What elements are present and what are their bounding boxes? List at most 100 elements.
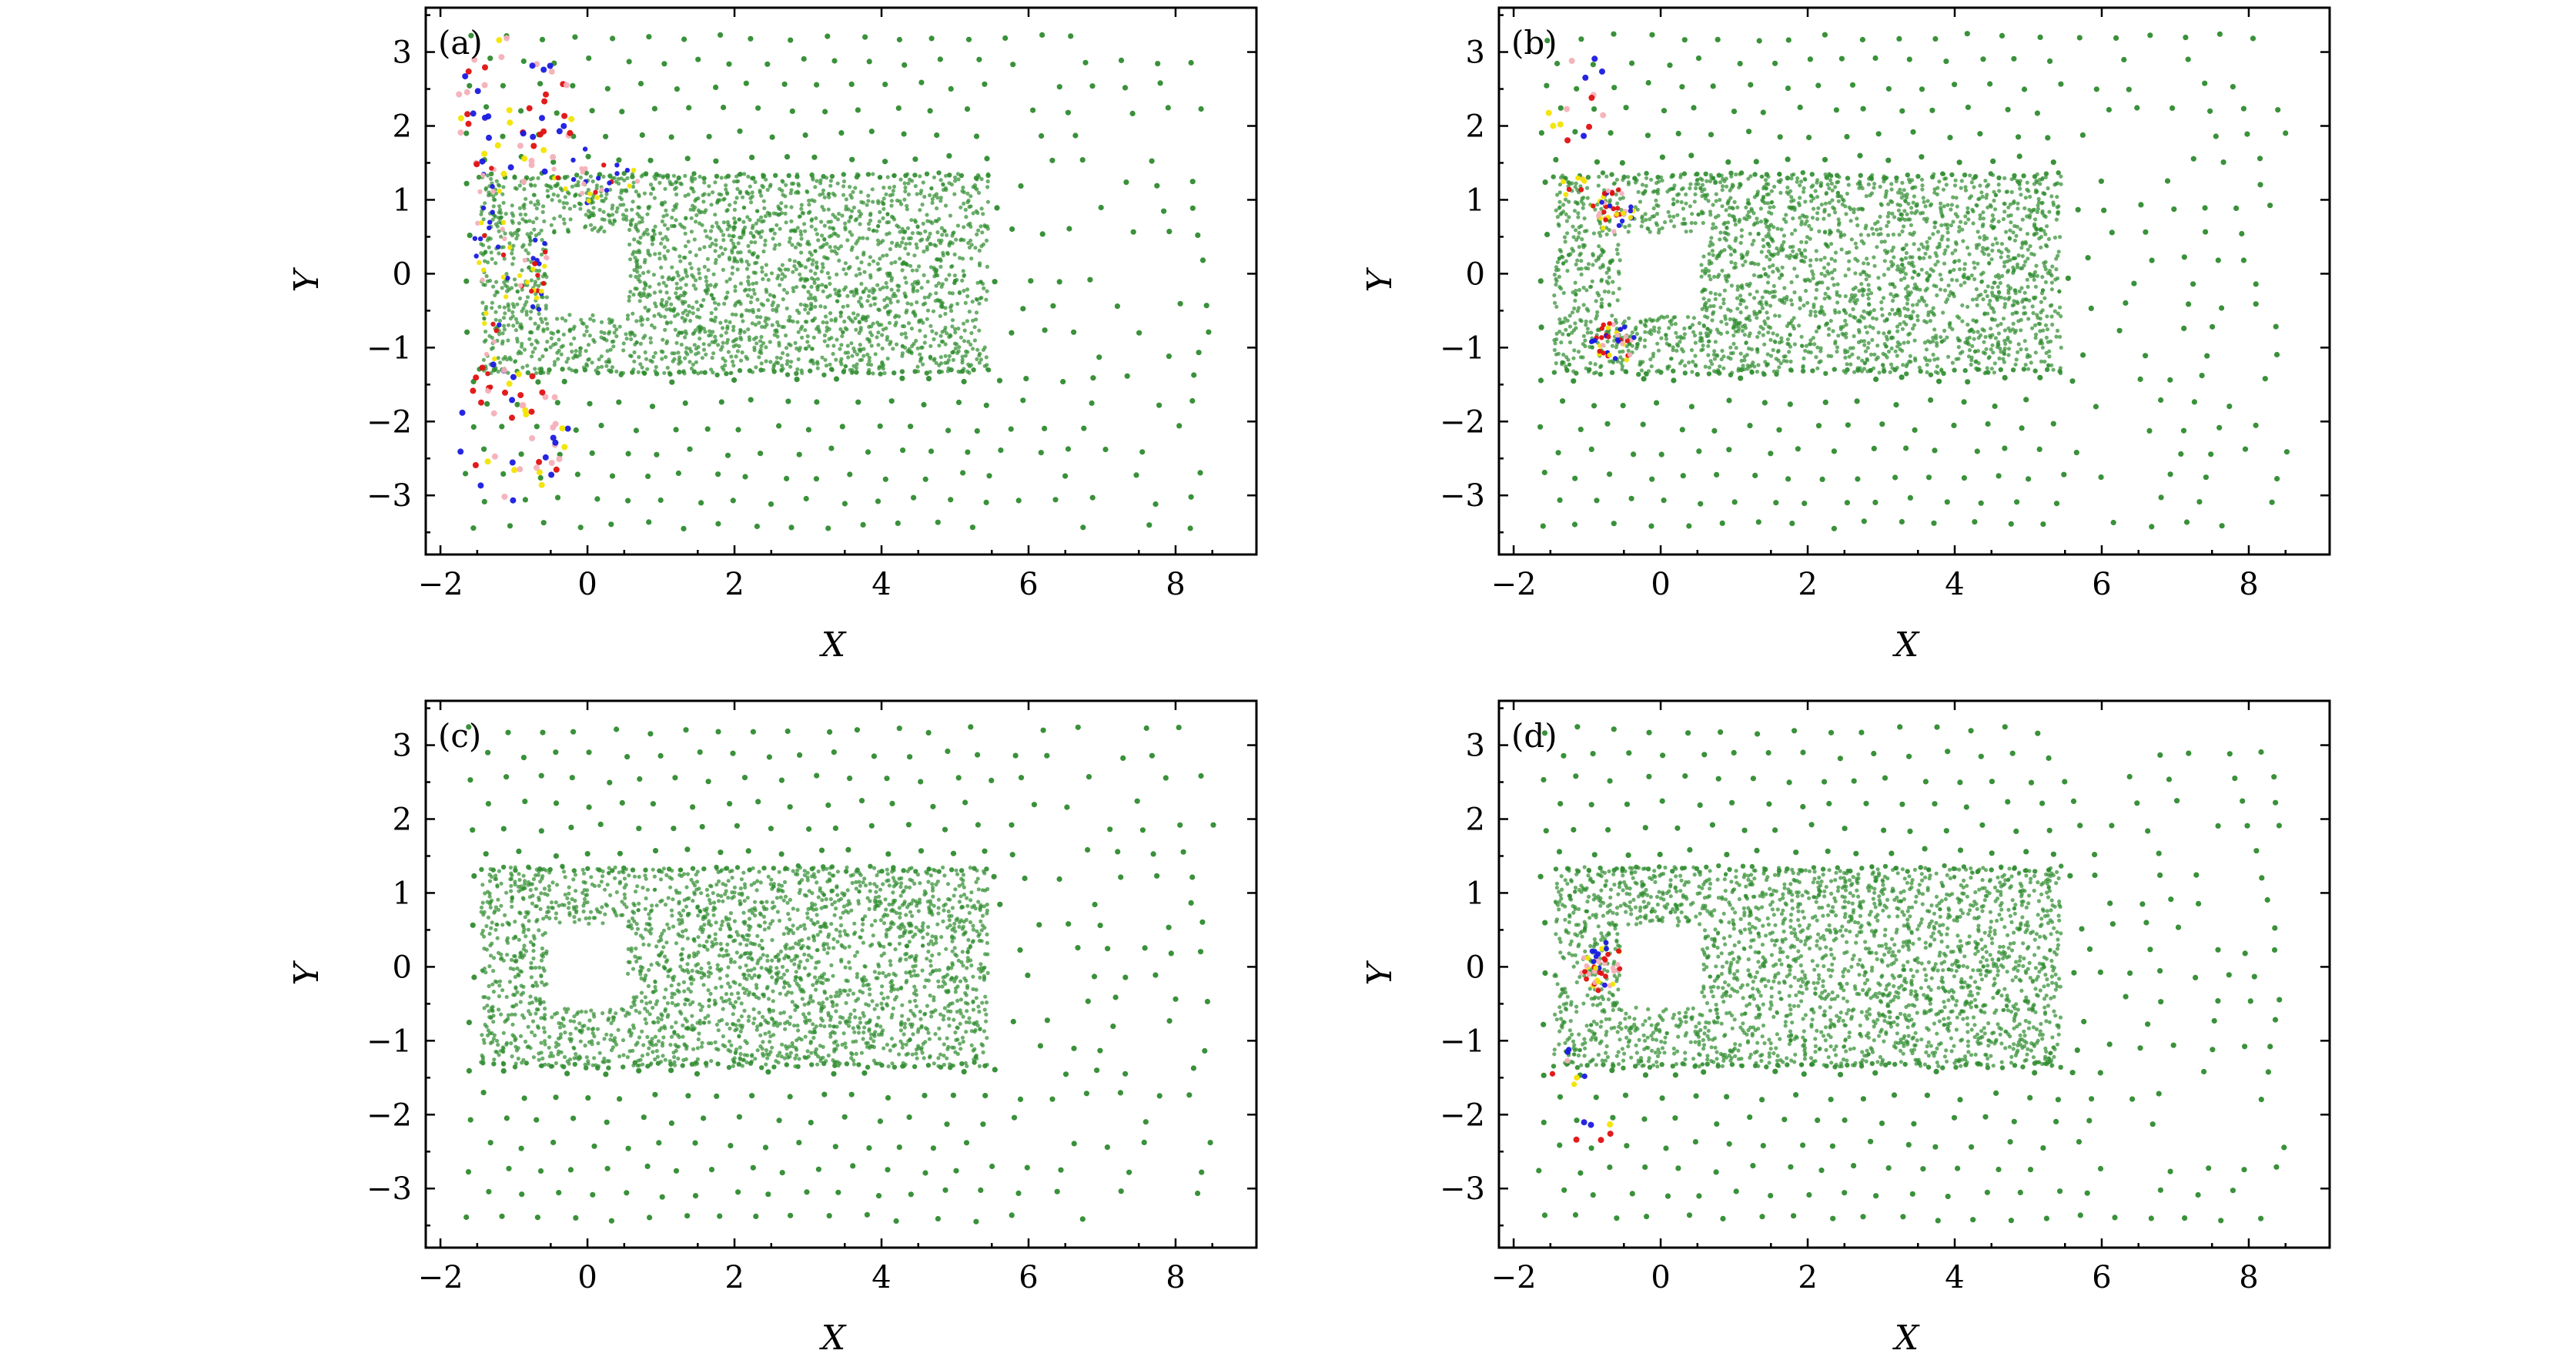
fluid-particle bbox=[1710, 249, 1715, 253]
fluid-particle bbox=[476, 174, 482, 180]
fluid-particle bbox=[793, 245, 798, 250]
fluid-particle bbox=[912, 156, 918, 163]
x-tick-label: 2 bbox=[724, 567, 744, 602]
fluid-particle bbox=[1735, 296, 1740, 300]
fluid-particle bbox=[1039, 132, 1045, 139]
fluid-particle bbox=[630, 174, 635, 179]
fluid-particle bbox=[930, 200, 935, 205]
fluid-particle bbox=[601, 199, 606, 203]
fluid-particle bbox=[724, 187, 728, 192]
fluid-particle bbox=[2033, 336, 2038, 340]
fluid-particle bbox=[791, 319, 795, 323]
fluid-particle bbox=[751, 307, 755, 312]
fluid-particle bbox=[740, 350, 744, 355]
fluid-particle bbox=[497, 304, 502, 310]
fluid-particle bbox=[480, 300, 485, 305]
fluid-particle bbox=[637, 265, 643, 270]
fluid-particle bbox=[934, 273, 938, 277]
fluid-particle bbox=[494, 290, 499, 294]
fluid-particle bbox=[909, 302, 914, 307]
fluid-particle bbox=[463, 180, 470, 186]
fluid-particle bbox=[1996, 284, 2000, 290]
mixed-particle bbox=[472, 236, 478, 241]
fluid-particle bbox=[677, 254, 682, 259]
mixed-particle bbox=[462, 73, 469, 80]
fluid-particle bbox=[2024, 347, 2029, 352]
fluid-particle bbox=[813, 185, 818, 189]
fluid-particle bbox=[744, 266, 750, 271]
fluid-particle bbox=[1931, 335, 1935, 340]
fluid-particle bbox=[769, 134, 775, 140]
fluid-particle bbox=[851, 311, 856, 316]
fluid-particle bbox=[726, 350, 731, 354]
fluid-particle bbox=[602, 330, 607, 336]
fluid-particle bbox=[1607, 275, 1611, 280]
fluid-particle bbox=[932, 193, 937, 198]
fluid-particle bbox=[667, 371, 673, 377]
fluid-particle bbox=[805, 320, 809, 324]
fluid-particle bbox=[751, 337, 757, 341]
fluid-particle bbox=[1975, 203, 1979, 208]
fluid-particle bbox=[1664, 333, 1668, 338]
fluid-particle bbox=[1698, 176, 1703, 181]
fluid-particle bbox=[1585, 330, 1590, 335]
fluid-particle bbox=[529, 342, 534, 347]
fluid-particle bbox=[975, 297, 979, 302]
fluid-particle bbox=[812, 280, 817, 285]
fluid-particle bbox=[946, 152, 952, 159]
fluid-particle bbox=[588, 174, 594, 179]
fluid-particle bbox=[815, 327, 819, 331]
fluid-particle bbox=[1901, 363, 1905, 367]
fluid-particle bbox=[653, 301, 657, 306]
fluid-particle bbox=[755, 209, 760, 213]
fluid-particle bbox=[889, 203, 894, 208]
fluid-particle bbox=[1694, 364, 1698, 368]
fluid-particle bbox=[747, 249, 752, 254]
mixed-particle bbox=[500, 274, 507, 280]
fluid-particle bbox=[2025, 214, 2029, 219]
fluid-particle bbox=[785, 359, 790, 364]
fluid-particle bbox=[1742, 333, 1747, 337]
fluid-particle bbox=[841, 330, 845, 335]
fluid-particle bbox=[601, 174, 606, 179]
fluid-particle bbox=[631, 180, 636, 185]
fluid-particle bbox=[1607, 268, 1611, 273]
fluid-particle bbox=[512, 277, 517, 282]
fluid-particle bbox=[1975, 261, 1980, 266]
fluid-particle bbox=[2040, 177, 2045, 182]
fluid-particle bbox=[1846, 267, 1851, 272]
fluid-particle bbox=[724, 190, 729, 195]
fluid-particle bbox=[825, 33, 831, 39]
fluid-particle bbox=[576, 179, 580, 184]
fluid-particle bbox=[875, 335, 879, 340]
fluid-particle bbox=[768, 360, 773, 364]
fluid-particle bbox=[798, 229, 803, 234]
fluid-particle bbox=[1746, 176, 1751, 181]
fluid-particle bbox=[825, 343, 830, 348]
fluid-particle bbox=[768, 227, 773, 232]
fluid-particle bbox=[941, 183, 945, 187]
fluid-particle bbox=[484, 400, 490, 407]
fluid-particle bbox=[965, 36, 972, 42]
fluid-particle bbox=[661, 61, 667, 67]
fluid-particle bbox=[2026, 189, 2031, 193]
fluid-particle bbox=[540, 354, 545, 359]
fluid-particle bbox=[1724, 208, 1728, 213]
fluid-particle bbox=[831, 351, 835, 357]
fluid-particle bbox=[506, 338, 510, 343]
mixed-particle bbox=[582, 146, 588, 152]
fluid-particle bbox=[755, 297, 760, 302]
fluid-particle bbox=[866, 362, 871, 367]
fluid-particle bbox=[525, 364, 530, 368]
fluid-particle bbox=[868, 129, 875, 135]
fluid-particle bbox=[587, 333, 592, 338]
fluid-particle bbox=[813, 304, 818, 309]
fluid-particle bbox=[1715, 327, 1719, 332]
fluid-particle bbox=[490, 306, 494, 310]
fluid-particle bbox=[1842, 198, 1846, 203]
fluid-particle bbox=[486, 260, 490, 265]
fluid-particle bbox=[673, 313, 677, 318]
fluid-particle bbox=[859, 260, 864, 265]
mixed-particle bbox=[478, 399, 484, 406]
